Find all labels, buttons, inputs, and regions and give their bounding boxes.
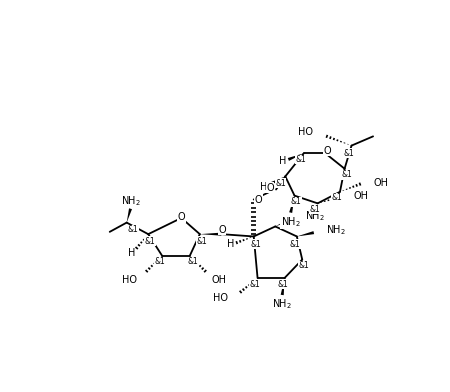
Text: OH: OH — [374, 178, 389, 187]
Text: &1: &1 — [197, 237, 207, 245]
Polygon shape — [275, 217, 293, 227]
Text: O: O — [218, 225, 226, 234]
Text: &1: &1 — [144, 237, 155, 245]
Text: &1: &1 — [343, 149, 354, 158]
Text: NH$_2$: NH$_2$ — [121, 194, 140, 208]
Text: &1: &1 — [309, 205, 320, 214]
Text: O: O — [178, 212, 185, 222]
Text: &1: &1 — [154, 258, 165, 267]
Text: &1: &1 — [295, 155, 306, 164]
Text: &1: &1 — [278, 280, 288, 289]
Text: HO: HO — [122, 275, 137, 285]
Text: OH: OH — [353, 191, 368, 201]
Text: NH$_2$: NH$_2$ — [272, 297, 292, 311]
Polygon shape — [200, 232, 221, 236]
Text: NH$_2$: NH$_2$ — [305, 209, 324, 223]
Text: &1: &1 — [290, 240, 301, 249]
Text: &1: &1 — [127, 225, 138, 234]
Text: H: H — [279, 156, 286, 166]
Text: O: O — [323, 146, 331, 156]
Text: &1: &1 — [251, 240, 261, 249]
Text: &1: &1 — [249, 280, 260, 289]
Polygon shape — [127, 208, 132, 223]
Polygon shape — [288, 153, 304, 161]
Text: &1: &1 — [298, 261, 309, 270]
Polygon shape — [297, 231, 314, 236]
Text: &1: &1 — [188, 258, 198, 267]
Text: HO: HO — [298, 127, 313, 137]
Polygon shape — [281, 278, 284, 295]
Polygon shape — [269, 176, 285, 185]
Text: O: O — [255, 194, 262, 205]
Text: NH$_2$: NH$_2$ — [326, 223, 346, 237]
Text: OH: OH — [212, 274, 226, 285]
Text: H: H — [128, 248, 135, 258]
Text: O: O — [266, 183, 274, 193]
Text: H: H — [227, 239, 234, 249]
Text: &1: &1 — [291, 197, 302, 206]
Text: &1: &1 — [275, 179, 286, 188]
Text: &1: &1 — [332, 194, 342, 202]
Text: HO: HO — [213, 293, 228, 303]
Text: &1: &1 — [342, 171, 352, 180]
Text: NH$_2$: NH$_2$ — [281, 215, 301, 229]
Polygon shape — [289, 196, 295, 213]
Text: H: H — [260, 182, 267, 192]
